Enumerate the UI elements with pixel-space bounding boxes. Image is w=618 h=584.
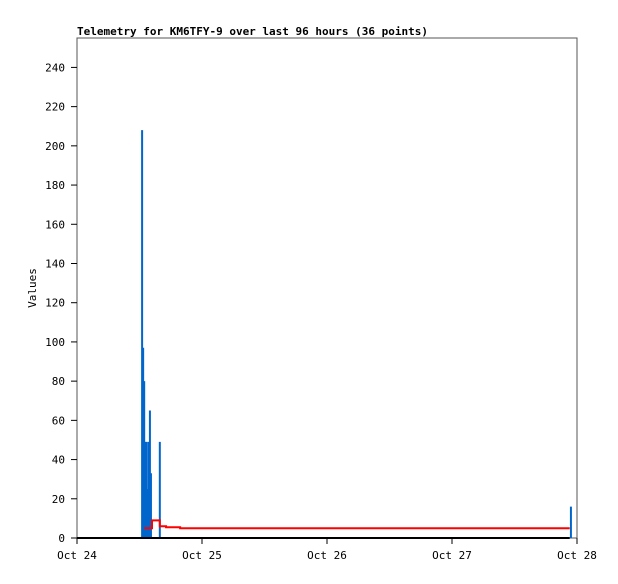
y-tick-label: 240 [45,61,65,74]
x-tick-label: Oct 26 [307,549,347,562]
y-tick-label: 140 [45,257,65,270]
data-series-line-1 [144,519,570,530]
y-tick-label: 80 [52,375,65,388]
y-tick-label: 220 [45,101,65,114]
y-tick-label: 100 [45,336,65,349]
x-tick-label: Oct 28 [557,549,597,562]
chart-title: Telemetry for KM6TFY-9 over last 96 hour… [77,25,428,38]
y-tick-label: 40 [52,454,65,467]
y-tick-label: 160 [45,218,65,231]
y-tick-label: 60 [52,414,65,427]
y-tick-label: 200 [45,140,65,153]
y-axis-label: Values [26,268,39,308]
x-tick-label: Oct 25 [182,549,222,562]
y-tick-label: 20 [52,493,65,506]
plot-frame [76,37,578,539]
y-tick-label: 180 [45,179,65,192]
x-tick-label: Oct 27 [432,549,472,562]
y-tick-label: 120 [45,297,65,310]
x-tick-label: Oct 24 [57,549,97,562]
y-tick-label: 0 [58,532,65,545]
